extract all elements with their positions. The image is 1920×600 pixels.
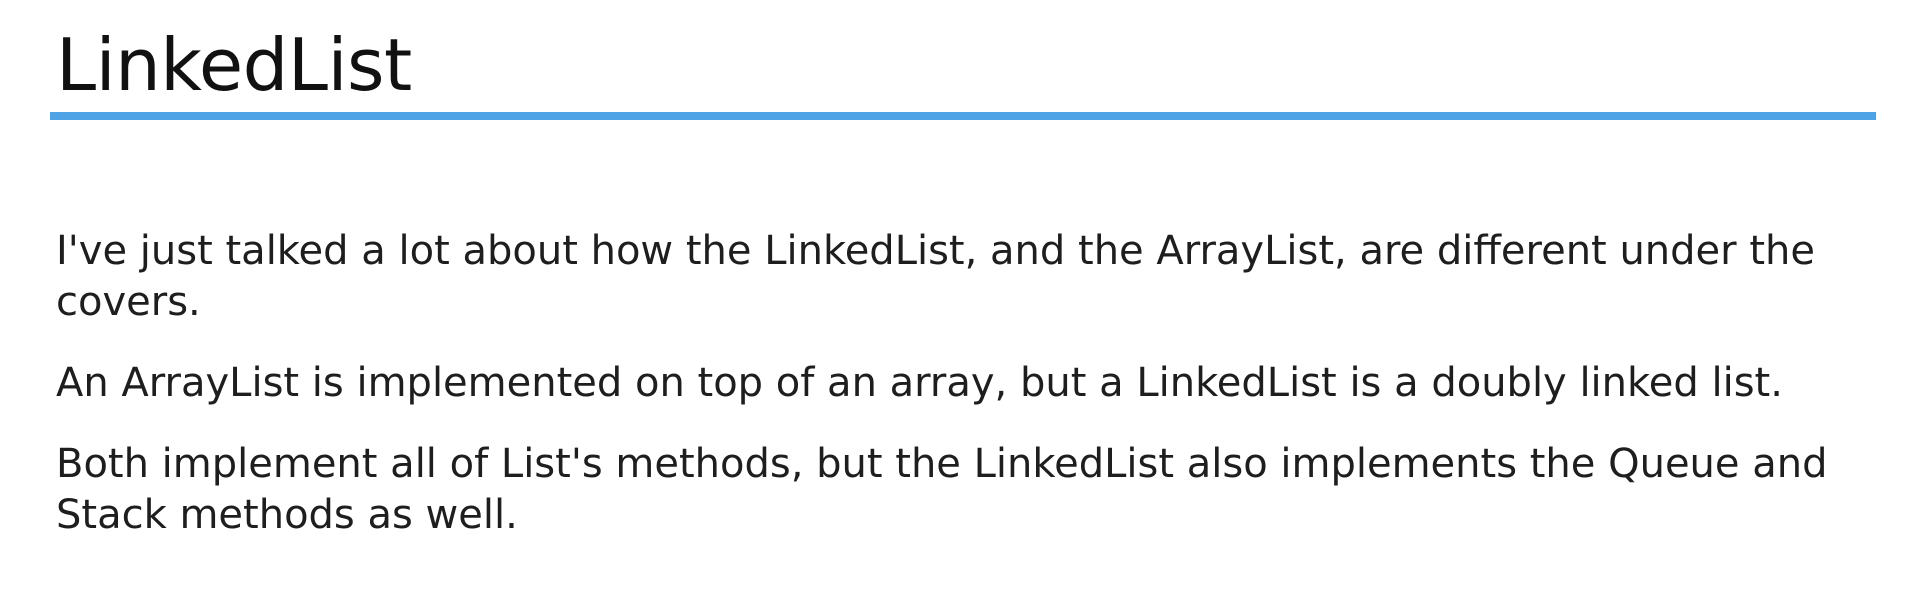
paragraph-1: I've just talked a lot about how the Lin… [56, 228, 1815, 325]
paragraph-2: An ArrayList is implemented on top of an… [56, 360, 1783, 406]
slide-title: LinkedList [56, 23, 412, 107]
paragraph-3: Both implement all of List's methods, bu… [56, 441, 1828, 538]
slide-body: I've just talked a lot about how the Lin… [56, 226, 1846, 571]
title-underline [50, 112, 1876, 120]
